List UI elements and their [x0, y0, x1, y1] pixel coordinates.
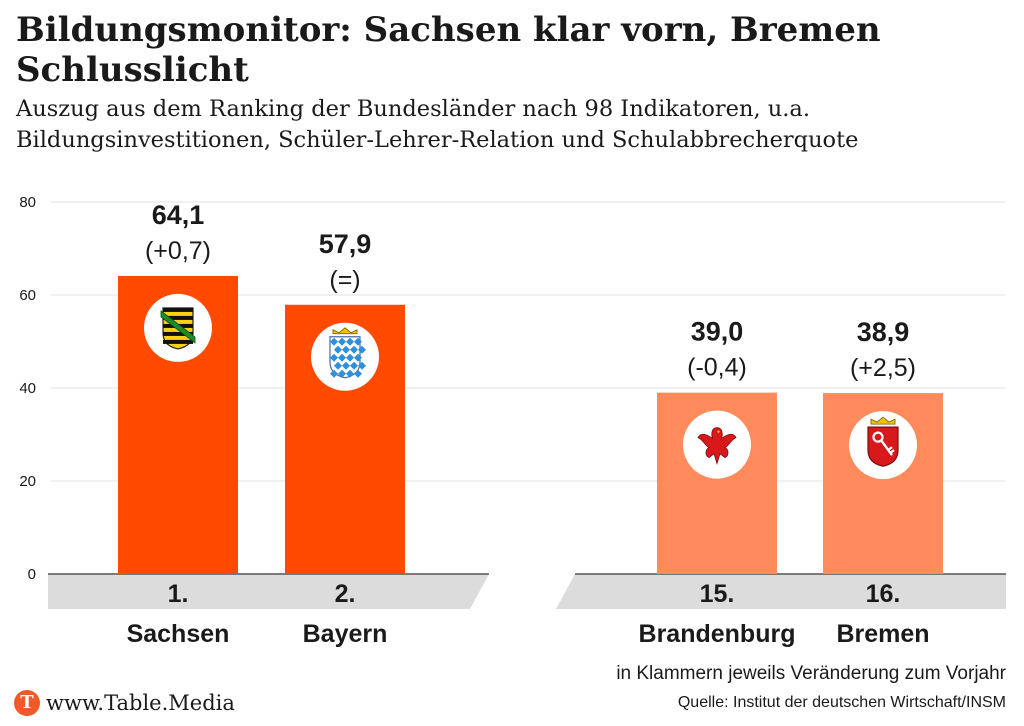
y-tick-label: 80 [19, 194, 36, 211]
table-media-logo-icon: T [14, 690, 40, 716]
lozenge-pattern [330, 337, 366, 378]
rank-band [48, 574, 489, 609]
emblem-badge [683, 410, 751, 479]
key-bow [872, 431, 884, 443]
footnote: in Klammern jeweils Veränderung zum Vorj… [616, 663, 1006, 684]
shield-stripe [163, 339, 193, 344]
y-tick-label: 60 [19, 287, 36, 304]
category-label: Brandenburg [639, 620, 796, 648]
crown-shape [870, 416, 896, 425]
rank-band [556, 574, 1006, 609]
shield-stripe [163, 331, 193, 336]
eagle-eye [717, 430, 720, 433]
y-tick-label: 0 [28, 566, 36, 583]
change-label: (+0,7) [145, 237, 211, 265]
y-tick-label: 40 [19, 380, 36, 397]
change-label: (-0,4) [687, 354, 747, 382]
value-label: 38,9 [857, 317, 910, 347]
change-label: (+2,5) [850, 354, 916, 382]
y-tick-label: 20 [19, 473, 36, 490]
shield-stripe [163, 315, 193, 320]
brandenburg-eagle-icon [697, 427, 737, 466]
rank-label: 1. [168, 580, 189, 608]
category-label: Bayern [303, 620, 388, 648]
category-label: Bremen [836, 620, 929, 648]
emblem-badge [849, 411, 917, 480]
value-label: 64,1 [152, 200, 205, 230]
rank-label: 16. [866, 580, 901, 608]
category-label: Sachsen [127, 620, 230, 648]
rank-label: 15. [700, 580, 735, 608]
chart-title: Bildungsmonitor: Sachsen klar vorn, Brem… [16, 10, 881, 90]
brand-logo: T www.Table.Media [14, 688, 235, 718]
rank-label: 2. [335, 580, 356, 608]
rue-crown-band [160, 310, 196, 344]
value-label: 57,9 [319, 229, 372, 259]
change-label: (=) [329, 266, 360, 294]
eagle-shape [697, 427, 737, 466]
crown-shape [332, 327, 358, 335]
bavaria-coat-of-arms-icon [329, 327, 366, 379]
key-bit [887, 446, 895, 454]
emblem-badge [311, 322, 379, 391]
bremen-key-icon [867, 416, 899, 467]
shield-stripe [163, 307, 193, 312]
emblem-badge [144, 293, 212, 362]
source-note: Quelle: Institut der deutschen Wirtschaf… [677, 694, 1006, 711]
brand-url: www.Table.Media [46, 691, 235, 715]
value-label: 39,0 [691, 317, 744, 347]
chart-subtitle: Auszug aus dem Ranking der Bundesländer … [16, 96, 859, 153]
shield-shape [867, 426, 899, 467]
saxony-coat-of-arms-icon [160, 307, 196, 350]
